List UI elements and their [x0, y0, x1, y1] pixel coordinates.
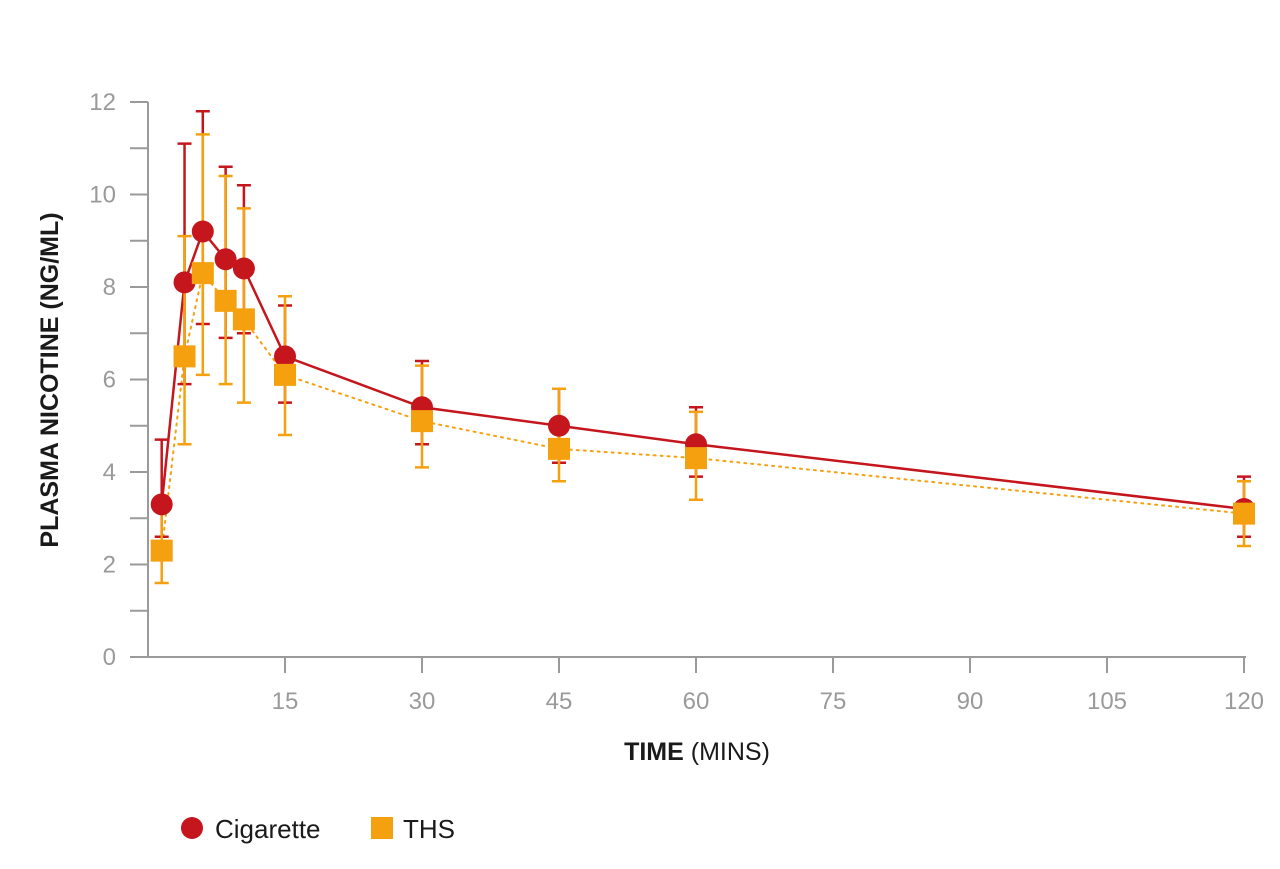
data-point-ths	[274, 363, 296, 386]
error-bar-ths	[236, 207, 251, 404]
series-line-ths	[160, 270, 1245, 552]
error-bar-ths	[177, 234, 192, 446]
data-point-cigarette	[150, 493, 173, 516]
series-markers	[150, 220, 1255, 562]
data-point-ths	[232, 308, 255, 331]
series-lines	[160, 229, 1245, 552]
x-tick-label: 105	[1087, 688, 1127, 715]
series-line-cigarette	[160, 229, 1245, 511]
x-axis-title-rest: (MINS)	[684, 738, 770, 766]
data-point-ths	[214, 289, 237, 312]
x-tick-label: 75	[820, 688, 847, 715]
y-tick-label: 6	[103, 367, 116, 394]
y-tick-label: 8	[103, 274, 116, 301]
series-error-bars	[154, 110, 1251, 585]
y-tick-label: 4	[103, 459, 116, 486]
x-axis-title-bold: TIME	[624, 738, 684, 766]
y-tick-label: 12	[89, 89, 116, 116]
y-axis-ticks: 0 2 4 6 8 10 12	[89, 89, 148, 671]
data-point-cigarette	[173, 271, 196, 294]
x-tick-label: 45	[546, 688, 573, 715]
legend-marker-cigarette	[181, 817, 203, 839]
legend: Cigarette THS	[181, 814, 455, 844]
data-point-ths	[150, 539, 173, 562]
data-point-ths	[548, 437, 570, 460]
x-tick-label: 30	[409, 688, 436, 715]
legend-item-cigarette: Cigarette	[181, 814, 321, 844]
x-tick-label: 90	[957, 688, 984, 715]
x-axis-ticks: 15 30 45 60 75 90 105 120	[272, 657, 1264, 715]
y-axis-title: PLASMA NICOTINE (NG/ML)	[36, 212, 64, 547]
data-point-ths	[411, 410, 433, 433]
legend-label-ths: THS	[403, 814, 455, 844]
data-point-ths	[1233, 502, 1255, 525]
data-point-cigarette	[214, 248, 237, 271]
data-point-cigarette	[232, 257, 255, 280]
x-tick-label: 15	[272, 688, 299, 715]
legend-marker-ths	[371, 817, 393, 839]
x-axis-title: TIME (MINS)	[624, 738, 770, 766]
y-tick-label: 0	[103, 644, 116, 671]
error-bar-ths	[218, 174, 233, 386]
data-point-cigarette	[191, 220, 214, 243]
legend-item-ths: THS	[371, 814, 455, 844]
x-tick-label: 60	[683, 688, 710, 715]
series-layer	[150, 110, 1255, 585]
axes	[147, 102, 1246, 658]
x-tick-label: 120	[1224, 688, 1264, 715]
data-point-ths	[173, 345, 196, 368]
legend-label-cigarette: Cigarette	[215, 814, 321, 844]
data-point-cigarette	[274, 345, 296, 368]
data-point-ths	[685, 447, 707, 470]
data-point-cigarette	[548, 414, 570, 437]
error-bar-ths	[195, 133, 210, 377]
y-tick-label: 10	[89, 182, 116, 209]
data-point-ths	[191, 262, 214, 285]
y-tick-label: 2	[103, 552, 116, 579]
